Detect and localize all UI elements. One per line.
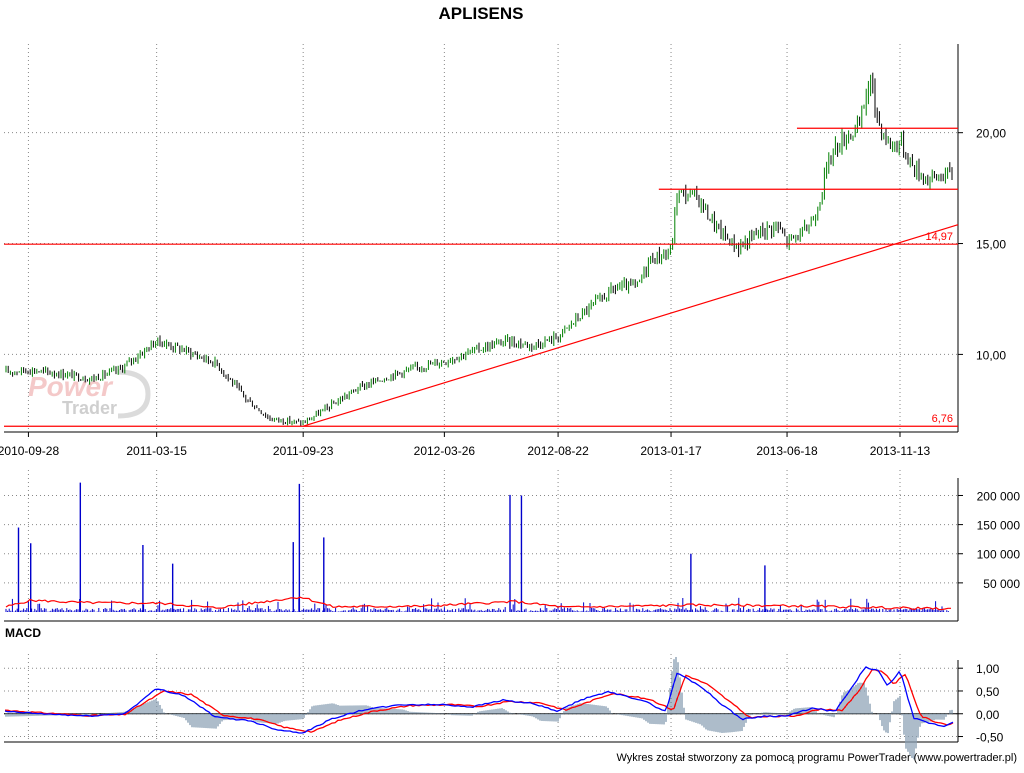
x-tick-label: 2013-06-18 [756,444,818,458]
x-tick-label: 2010-09-28 [0,444,59,458]
volume-y-tick-label: 150 000 [977,519,1021,533]
x-tick-label: 2013-01-17 [640,444,702,458]
watermark-word1: Power [28,371,114,402]
price-panel: 14,97 6,76 [4,72,959,427]
macd-title: MACD [5,626,41,640]
macd-signal-line [4,669,954,733]
macd-y-tick-label: 0,50 [976,685,1000,699]
panel-frames [4,44,959,743]
powertrader-watermark: Power Trader [28,369,151,419]
x-tick-label: 2012-03-26 [414,444,476,458]
support-line-label: 6,76 [932,413,953,425]
x-tick-label: 2011-03-15 [126,444,187,458]
watermark-swoosh-icon [117,369,151,419]
x-tick-label: 2013-11-13 [870,444,931,458]
volume-panel [5,482,951,612]
volume-y-tick-label: 50 000 [983,577,1020,591]
volume-y-tick-label: 100 000 [977,548,1021,562]
price-y-tick-label: 15,00 [976,238,1006,252]
axis-labels: 2010-09-28 2011-03-15 2011-09-23 2012-03-26… [0,127,1020,745]
volume-y-tick-label: 200 000 [977,489,1021,503]
macd-y-tick-label: 0,00 [976,708,1000,722]
volume-average-line [5,596,951,611]
macd-y-tick-label: 1,00 [976,662,1000,676]
price-y-tick-label: 20,00 [976,127,1006,141]
watermark-word2: Trader [62,398,117,418]
macd-line [4,666,954,734]
x-tick-label: 2011-09-23 [273,444,334,458]
price-y-tick-label: 10,00 [976,348,1006,362]
trend-line [302,224,959,427]
x-tick-label: 2012-08-22 [527,444,589,458]
footer-credit: Wykres został stworzony za pomocą progra… [616,752,1017,764]
chart-title: APLISENS [438,4,523,23]
support-line-label: 14,97 [925,231,953,243]
macd-panel [4,656,958,760]
macd-y-tick-label: -0,50 [976,731,1004,745]
